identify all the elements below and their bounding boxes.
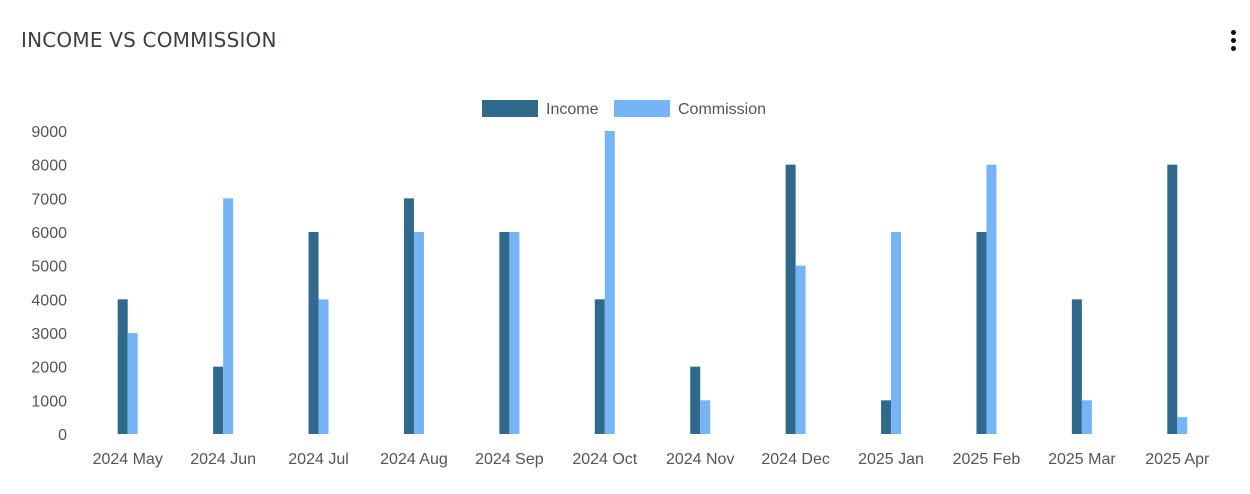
bar-commission — [1081, 400, 1092, 434]
bar-income — [785, 164, 796, 434]
y-tick-label: 4000 — [31, 292, 67, 309]
bar-commission — [413, 232, 424, 434]
bar-commission — [127, 333, 138, 434]
x-tick-label: 2024 May — [93, 451, 163, 468]
y-tick-label: 5000 — [31, 259, 67, 276]
y-tick-label: 7000 — [31, 191, 67, 208]
bar-commission — [1177, 417, 1188, 434]
x-tick-label: 2024 Dec — [761, 451, 830, 468]
bar-income — [403, 198, 414, 434]
bar-income — [499, 232, 510, 434]
bar-income — [690, 366, 701, 434]
y-tick-label: 6000 — [31, 225, 67, 242]
more-vertical-icon — [1230, 29, 1236, 35]
bar-commission — [986, 164, 997, 434]
bar-income — [881, 400, 892, 434]
x-tick-label: 2025 Jan — [858, 451, 924, 468]
x-tick-label: 2024 Sep — [475, 451, 544, 468]
bar-commission — [891, 232, 902, 434]
bar-commission — [509, 232, 520, 434]
x-tick-label: 2025 Mar — [1048, 451, 1116, 468]
more-vertical-icon-dot — [1230, 45, 1236, 51]
more-vertical-icon-dot — [1230, 37, 1236, 43]
bar-commission — [604, 131, 615, 434]
x-tick-label: 2024 Jul — [288, 451, 349, 468]
bar-commission — [223, 198, 234, 434]
x-tick-label: 2024 Nov — [666, 451, 735, 468]
y-tick-label: 8000 — [31, 158, 67, 175]
legend-label-commission: Commission — [678, 101, 766, 118]
bar-income — [308, 232, 319, 434]
bar-income — [594, 299, 605, 434]
y-tick-label: 0 — [58, 427, 67, 444]
y-tick-label: 9000 — [31, 124, 67, 141]
legend-label-income: Income — [546, 101, 599, 118]
bar-income — [1071, 299, 1082, 434]
x-tick-label: 2024 Aug — [380, 451, 448, 468]
legend-swatch-income — [482, 100, 538, 117]
bar-commission — [318, 299, 329, 434]
bar-commission — [700, 400, 711, 434]
x-tick-label: 2025 Feb — [953, 451, 1021, 468]
y-tick-label: 2000 — [31, 360, 67, 377]
more-options-button[interactable] — [1222, 26, 1244, 54]
bar-income — [1167, 164, 1178, 434]
y-tick-label: 1000 — [31, 393, 67, 410]
bar-income — [976, 232, 987, 434]
bar-commission — [795, 265, 806, 434]
x-tick-label: 2024 Jun — [190, 451, 256, 468]
legend-swatch-commission — [614, 100, 670, 117]
x-tick-label: 2025 Apr — [1145, 451, 1210, 468]
card-title: INCOME VS COMMISSION — [21, 28, 277, 52]
bar-income — [117, 299, 128, 434]
y-tick-label: 3000 — [31, 326, 67, 343]
x-tick-label: 2024 Oct — [572, 451, 637, 468]
bar-income — [213, 366, 224, 434]
chart-legend: Income Commission — [482, 100, 766, 118]
